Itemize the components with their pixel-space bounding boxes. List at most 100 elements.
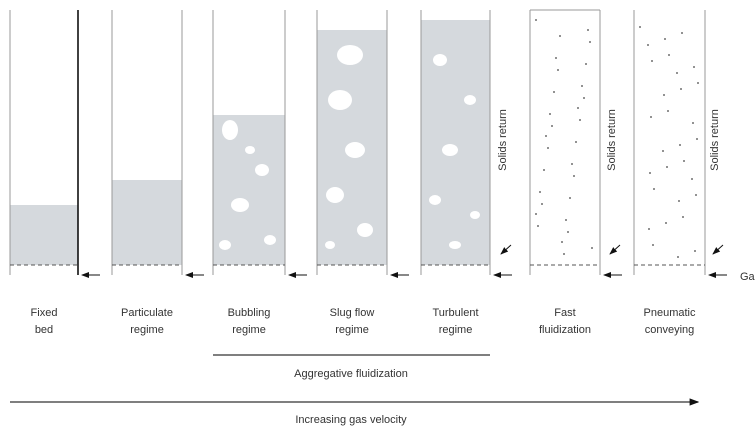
particle	[653, 188, 655, 190]
bubble	[464, 95, 476, 105]
bubble	[219, 240, 231, 250]
solids-return-arrow	[609, 244, 621, 255]
bubble	[470, 211, 480, 219]
particle	[693, 66, 695, 68]
particle	[680, 88, 682, 90]
particle	[663, 94, 665, 96]
particle	[683, 160, 685, 162]
particle	[545, 135, 547, 137]
particle	[553, 91, 555, 93]
particle	[692, 122, 694, 124]
gas-label: Gas	[740, 271, 755, 283]
bed	[112, 180, 182, 265]
particle	[565, 219, 567, 221]
regime-label: Fast	[554, 307, 575, 319]
particle	[587, 29, 589, 31]
particle	[665, 222, 667, 224]
particle	[650, 116, 652, 118]
particle	[549, 113, 551, 115]
particle	[639, 26, 641, 28]
particle	[681, 32, 683, 34]
particle	[571, 163, 573, 165]
regime-label: Bubbling	[228, 307, 271, 319]
particle	[677, 256, 679, 258]
regime-label: Turbulent	[432, 307, 478, 319]
particle	[535, 19, 537, 21]
regime-label: Pneumatic	[644, 307, 696, 319]
bubble	[442, 144, 458, 156]
bubble	[326, 187, 344, 203]
bed	[421, 20, 490, 265]
particle	[585, 63, 587, 65]
regime-label: regime	[439, 324, 473, 336]
particle	[694, 250, 696, 252]
particle	[579, 119, 581, 121]
particle	[559, 35, 561, 37]
solids-return-label: Solids return	[497, 109, 509, 171]
regime-label: regime	[232, 324, 266, 336]
particle	[541, 203, 543, 205]
particle	[543, 169, 545, 171]
regime-label: Particulate	[121, 307, 173, 319]
axis-label: Increasing gas velocity	[295, 414, 407, 426]
particle	[651, 60, 653, 62]
bubble	[337, 45, 363, 65]
regime-label: Fixed	[31, 307, 58, 319]
particle	[591, 247, 593, 249]
particle	[577, 107, 579, 109]
solids-return-label: Solids return	[709, 109, 721, 171]
bubble	[357, 223, 373, 237]
bubble	[222, 120, 238, 140]
particle	[691, 178, 693, 180]
group-label: Aggregative fluidization	[294, 368, 408, 380]
particle	[561, 241, 563, 243]
bubble	[449, 241, 461, 249]
bed	[10, 205, 78, 265]
particle	[652, 244, 654, 246]
bubble	[264, 235, 276, 245]
particle	[667, 110, 669, 112]
bubble	[231, 198, 249, 212]
solids-return-arrow	[500, 244, 512, 255]
particle	[664, 38, 666, 40]
solids-return-label: Solids return	[606, 109, 618, 171]
particle	[678, 200, 680, 202]
particle	[581, 85, 583, 87]
particle	[589, 41, 591, 43]
bubble	[245, 146, 255, 154]
particle	[537, 225, 539, 227]
particle	[696, 138, 698, 140]
particle	[563, 253, 565, 255]
particle	[649, 172, 651, 174]
particle	[662, 150, 664, 152]
particle	[557, 69, 559, 71]
particle	[679, 144, 681, 146]
bubble	[429, 195, 441, 205]
particle	[551, 125, 553, 127]
regime-label: Slug flow	[330, 307, 375, 319]
particle	[535, 213, 537, 215]
particle	[682, 216, 684, 218]
bubble	[325, 241, 335, 249]
particle	[569, 197, 571, 199]
particle	[539, 191, 541, 193]
regime-label: fluidization	[539, 324, 591, 336]
particle	[573, 175, 575, 177]
regime-label: regime	[335, 324, 369, 336]
bubble	[345, 142, 365, 158]
particle	[668, 54, 670, 56]
particle	[547, 147, 549, 149]
particle	[695, 194, 697, 196]
bubble	[433, 54, 447, 66]
regime-label: conveying	[645, 324, 695, 336]
solids-return-arrow	[712, 244, 724, 255]
particle	[676, 72, 678, 74]
regime-label: bed	[35, 324, 53, 336]
particle	[666, 166, 668, 168]
particle	[575, 141, 577, 143]
regime-label: regime	[130, 324, 164, 336]
bubble	[328, 90, 352, 110]
particle	[647, 44, 649, 46]
particle	[567, 231, 569, 233]
